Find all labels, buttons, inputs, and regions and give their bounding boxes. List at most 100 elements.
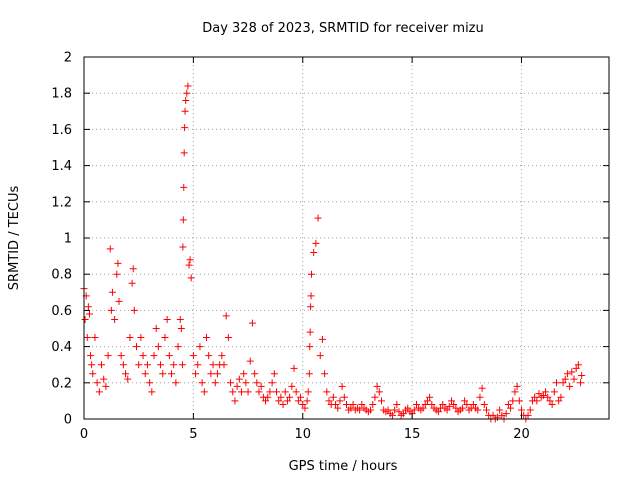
data-point [183,89,191,97]
data-point [172,379,180,387]
data-point [150,352,158,360]
data-point [369,401,377,409]
data-point [542,388,550,396]
y-axis-label: SRMTID / TECUs [7,186,22,291]
data-point [124,375,132,383]
data-point [572,364,580,372]
data-point [88,361,96,369]
data-point [113,270,121,278]
y-tick-label: 1.4 [51,159,72,174]
data-point [421,401,429,409]
data-point [413,401,420,409]
data-point [553,379,560,387]
data-point [294,397,302,405]
chart-title: Day 328 of 2023, SRMTID for receiver miz… [202,21,484,36]
data-point [474,406,482,414]
data-point [196,343,204,351]
data-point [248,319,256,327]
data-point [566,382,574,390]
data-point [483,406,490,414]
data-point [410,406,418,414]
data-point [548,401,556,409]
data-point [504,401,512,409]
data-point [452,404,460,412]
data-point [251,370,259,378]
data-point [301,404,309,412]
data-point [507,404,515,412]
data-point [115,297,123,305]
data-point [570,375,578,383]
data-point [266,388,274,396]
y-tick-labels: 0 0.2 0.4 0.6 0.8 1 1.2 1.4 1.6 1.8 2 [51,51,72,428]
data-point [279,401,287,409]
data-point [268,379,276,387]
data-point [264,393,272,401]
data-point [244,388,252,396]
data-point [375,388,383,396]
data-point [568,368,576,376]
data-point [246,357,254,365]
data-point [148,388,156,396]
data-point [235,375,243,383]
data-point [165,352,173,360]
data-point [170,361,178,369]
data-point [163,315,171,323]
data-point [288,382,296,390]
data-point [338,382,346,390]
data-point [157,361,165,369]
data-point [306,328,314,336]
data-point [526,406,534,414]
data-point [550,388,558,396]
data-point [518,406,525,414]
data-point [292,388,300,396]
data-point [307,303,315,311]
data-point [227,379,235,387]
data-point [89,370,97,378]
data-point [213,370,221,378]
y-tick-label: 0.2 [51,376,72,391]
data-point [238,388,245,396]
y-tick-label: 1.2 [51,195,72,210]
data-point [184,82,192,90]
data-point [502,410,510,418]
data-point [177,325,185,332]
data-point [544,393,552,401]
data-point [122,370,130,378]
data-point [531,393,539,401]
data-point [434,408,442,416]
y-tick-label: 0.6 [51,304,72,319]
data-point [378,397,385,405]
data-point [100,375,108,383]
data-point [469,401,477,409]
data-point [563,370,571,378]
data-point [133,343,140,351]
data-point [146,379,154,387]
data-point [179,216,187,224]
data-point [535,390,543,398]
data-point [428,401,436,409]
data-point [84,303,92,311]
y-tick-label: 0.4 [51,340,72,355]
data-point [478,384,486,392]
data-point [305,370,313,378]
data-point [220,361,228,369]
x-tick-labels: 0 5 10 15 20 [80,427,530,442]
data-point [198,379,206,387]
data-point [129,265,137,273]
grid-lines [84,57,609,419]
data-point [187,274,195,282]
data-point [104,352,112,360]
data-point [513,382,521,390]
data-point [343,401,350,409]
data-point [283,397,291,405]
data-point [399,410,407,418]
data-point [106,245,114,253]
data-point [578,372,586,380]
data-point [489,411,497,419]
data-point [81,315,89,323]
data-point [332,401,340,409]
y-tick-label: 1.8 [51,87,72,102]
data-point [203,334,210,342]
data-point [181,107,189,115]
data-point [205,352,213,360]
